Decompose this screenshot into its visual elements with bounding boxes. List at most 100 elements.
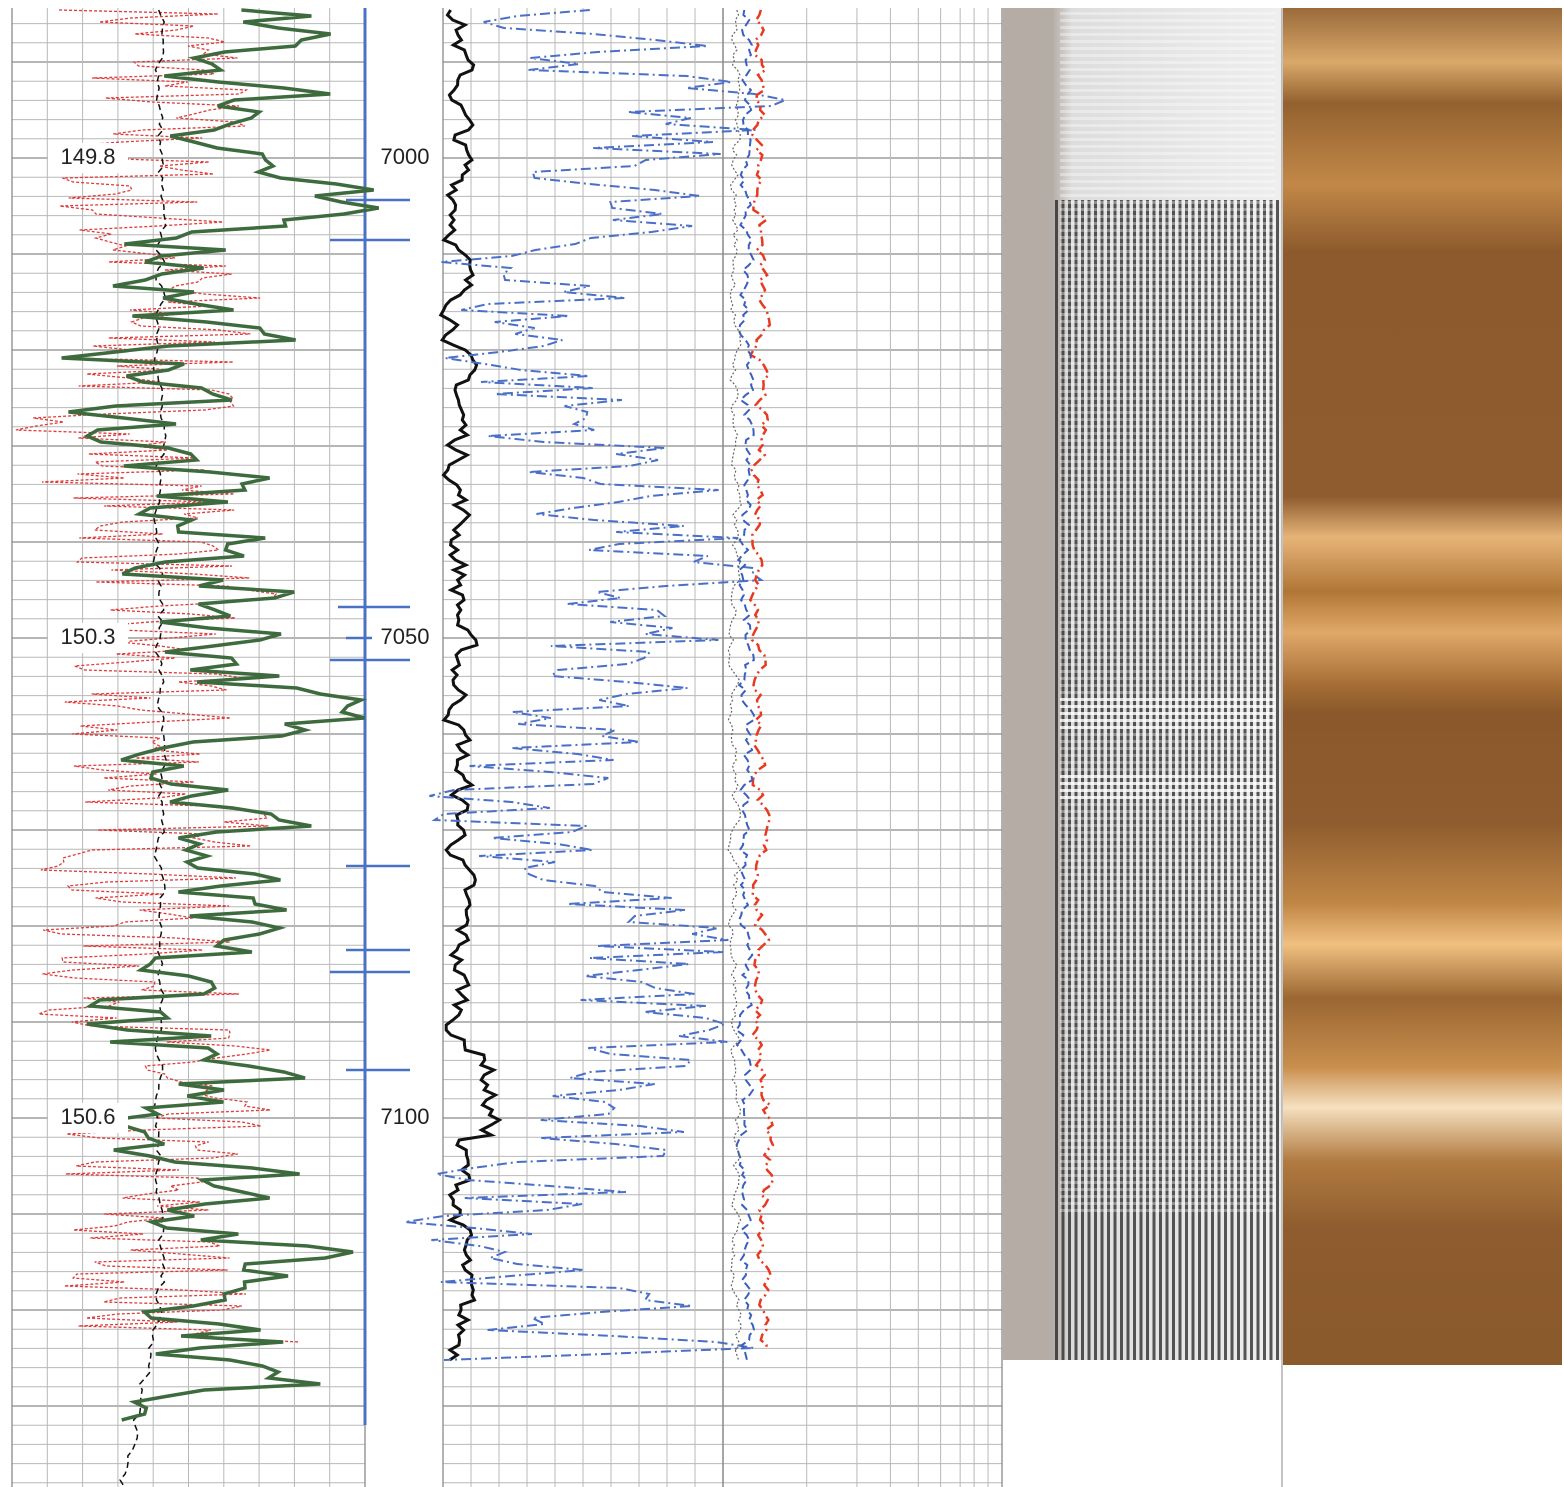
waveform-band [1060,635,1275,638]
waveform-band [1060,1195,1275,1198]
waveform-band [1060,957,1275,960]
waveform-band [1060,243,1275,246]
waveform-band [1060,999,1275,1002]
waveform-band [1060,1013,1275,1016]
waveform-band [1060,936,1275,939]
waveform-stripe [1100,200,1104,1360]
waveform-band [1060,250,1275,253]
waveform-band [1060,376,1275,379]
waveform-band [1060,705,1275,708]
labels: 149.8 7000 150.3 7050 150.6 7100 [48,143,438,1133]
waveform-band [1060,180,1275,183]
waveform-band [1060,439,1275,442]
waveform-band [1060,1139,1275,1142]
label-bg [372,143,438,173]
waveform-band [1060,754,1275,757]
waveform-band [1060,817,1275,820]
waveform-band [1060,404,1275,407]
waveform-band [1060,54,1275,57]
waveform-band [1060,474,1275,477]
temperature-label: 150.3 [60,624,115,649]
waveform-band [1060,397,1275,400]
waveform-stripe [1139,200,1143,1360]
waveform-band [1060,1090,1275,1093]
waveform-band [1060,600,1275,603]
waveform-band [1060,523,1275,526]
waveform-band [1060,327,1275,330]
waveform-stripe [1263,200,1266,1360]
red-dashdot-trace [748,9,775,1351]
waveform-band [1060,334,1275,337]
waveform-band [1060,551,1275,554]
waveform-band [1060,446,1275,449]
curves [15,8,789,1487]
waveform-stripe [1087,200,1091,1360]
waveform-band [1060,131,1275,134]
waveform-band [1060,621,1275,624]
waveform-band [1060,663,1275,666]
waveform-stripe [1081,200,1084,1360]
waveform-stripe [1120,200,1123,1360]
waveform-band [1060,159,1275,162]
waveform-band [1060,908,1275,911]
waveform-band [1060,236,1275,239]
waveform-stripe [1198,200,1201,1360]
waveform-band [1060,691,1275,694]
waveform-band [1060,1146,1275,1149]
waveform-stripe [1211,200,1214,1360]
waveform-band [1060,922,1275,925]
waveform-band [1060,1055,1275,1058]
waveform-band [1060,1069,1275,1072]
waveform-band [1060,201,1275,204]
waveform-band [1060,355,1275,358]
waveform-band [1060,481,1275,484]
red-dotted-trace [15,9,300,1343]
waveform-band [1060,614,1275,617]
waveform-band [1060,229,1275,232]
depth-label: 7050 [381,624,430,649]
label-bg [48,1103,128,1133]
waveform-band [1060,824,1275,827]
waveform-band [1060,915,1275,918]
waveform-band [1060,26,1275,29]
waveform-band [1060,943,1275,946]
waveform-band [1060,453,1275,456]
waveform-band [1060,579,1275,582]
waveform-band [1060,75,1275,78]
waveform-band [1060,670,1275,673]
waveform-band [1060,565,1275,568]
blue-dashdot-trace [404,9,789,1361]
waveform-band [1060,516,1275,519]
waveform-band [1060,586,1275,589]
waveform-stripe [1172,200,1175,1360]
waveform-band [1060,1160,1275,1163]
waveform-band [1060,488,1275,491]
waveform-band [1060,887,1275,890]
waveform-band [1060,12,1275,15]
waveform-band [1060,215,1275,218]
waveform-stripe [1107,200,1110,1360]
waveform-band [1060,306,1275,309]
waveform-stripe [1146,200,1149,1360]
waveform-band [1060,432,1275,435]
waveform-band [1060,1020,1275,1023]
waveform-band [1060,61,1275,64]
waveform-band [1060,341,1275,344]
waveform-stripe [1113,200,1117,1360]
waveform-band [1060,1181,1275,1184]
waveform-stripe [1055,200,1058,1360]
waveform-band [1060,859,1275,862]
waveform-band [1060,166,1275,169]
waveform-band [1060,1097,1275,1100]
waveform-band [1060,1083,1275,1086]
waveform-band [1060,866,1275,869]
waveform-band [1060,362,1275,365]
waveform-band [1060,89,1275,92]
waveform-band [1060,40,1275,43]
waveform-stripe [1074,200,1078,1360]
waveform-band [1060,684,1275,687]
waveform-band [1060,698,1275,701]
waveform-band [1060,747,1275,750]
waveform-band [1060,733,1275,736]
waveform-band [1060,117,1275,120]
